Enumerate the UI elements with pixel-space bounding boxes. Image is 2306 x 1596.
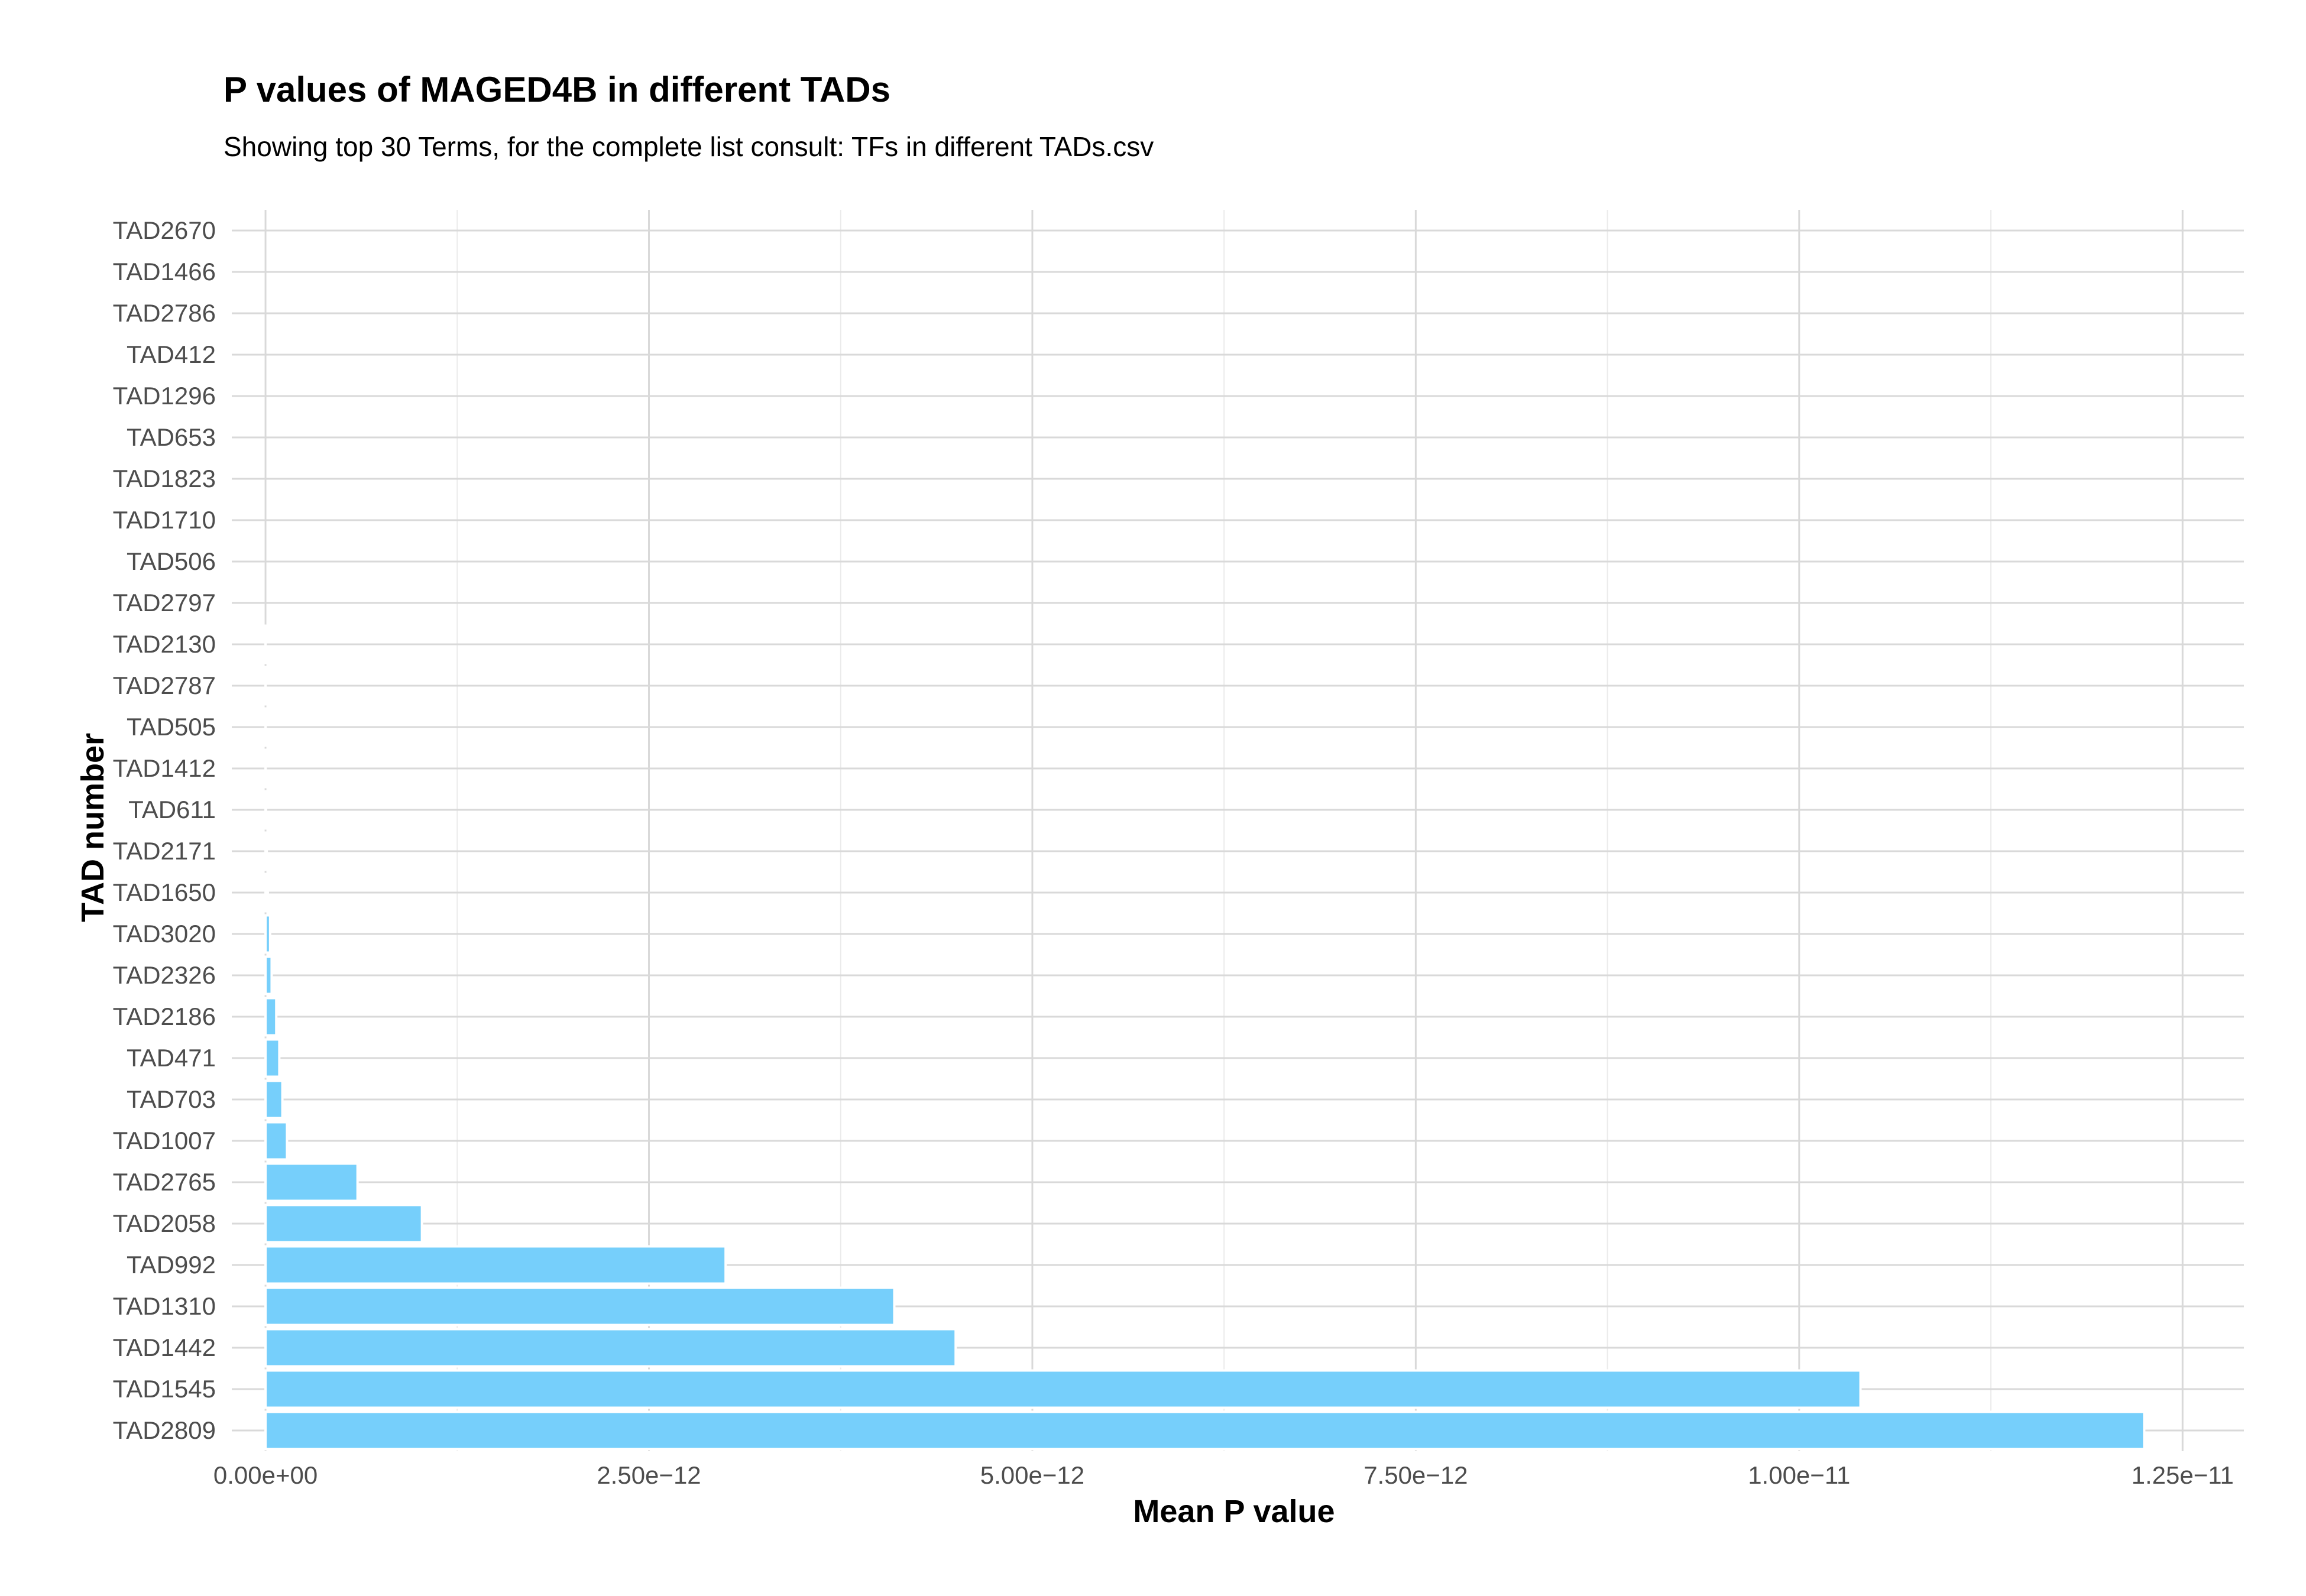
y-tick-label: TAD471 (127, 1044, 216, 1072)
y-tick-label: TAD2326 (113, 961, 216, 989)
bars (264, 624, 2146, 1451)
y-tick-label: TAD2058 (113, 1209, 216, 1237)
grid (232, 210, 2244, 1451)
y-tick-label: TAD1442 (113, 1334, 216, 1361)
y-tick-label: TAD1545 (113, 1375, 216, 1403)
bar-tad703 (264, 1079, 284, 1120)
x-tick-label: 7.50e−12 (1363, 1461, 1468, 1489)
x-tick-label: 0.00e+00 (213, 1461, 318, 1489)
y-tick-label: TAD506 (127, 547, 216, 575)
x-axis-ticks: 0.00e+00 2.50e−12 5.00e−12 7.50e−12 1.00e−11… (213, 1461, 2234, 1489)
y-tick-label: TAD2130 (113, 630, 216, 658)
y-tick-label: TAD3020 (113, 920, 216, 948)
bar-tad992 (264, 1245, 727, 1285)
bar-tad471 (264, 1038, 281, 1078)
y-tick-label: TAD2670 (113, 216, 216, 244)
bar-tad2186 (264, 997, 278, 1037)
y-tick-label: TAD2787 (113, 672, 216, 699)
y-tick-label: TAD1466 (113, 258, 216, 286)
bar-tad1545 (264, 1369, 1862, 1409)
x-axis-title: Mean P value (1133, 1494, 1335, 1529)
y-tick-label: TAD412 (127, 340, 216, 368)
x-tick-label: 1.00e−11 (1748, 1461, 1850, 1489)
y-tick-label: TAD2765 (113, 1168, 216, 1196)
bar-tad2171 (264, 831, 268, 871)
y-tick-label: TAD2186 (113, 1003, 216, 1030)
y-tick-label: TAD1412 (113, 754, 216, 782)
y-tick-label: TAD1310 (113, 1292, 216, 1320)
bar-tad1007 (264, 1121, 289, 1161)
y-tick-label: TAD2809 (113, 1416, 216, 1444)
y-tick-label: TAD611 (128, 796, 216, 823)
y-tick-label: TAD1007 (113, 1127, 216, 1154)
bar-tad2326 (264, 955, 273, 995)
bar-tad1310 (264, 1286, 896, 1326)
y-tick-label: TAD703 (127, 1085, 216, 1113)
y-tick-label: TAD2797 (113, 589, 216, 617)
y-axis-title: TAD number (75, 733, 111, 922)
y-axis-ticks: TAD2670 TAD1466 TAD2786 TAD412 TAD1296 TAD653… (113, 216, 216, 1444)
y-tick-label: TAD1710 (113, 506, 216, 534)
bar-tad2058 (264, 1204, 423, 1244)
y-tick-label: TAD2786 (113, 299, 216, 327)
bar-tad1442 (264, 1328, 957, 1368)
chart-subtitle: Showing top 30 Terms, for the complete l… (224, 131, 1154, 162)
bar-tad1650 (264, 872, 269, 913)
y-tick-label: TAD1650 (113, 878, 216, 906)
y-tick-label: TAD653 (127, 423, 216, 451)
x-tick-label: 5.00e−12 (980, 1461, 1084, 1489)
bar-tad2809 (264, 1410, 2146, 1451)
bar-tad611 (264, 790, 267, 830)
y-tick-label: TAD1823 (113, 465, 216, 492)
bar-tad3020 (264, 914, 271, 954)
x-tick-label: 2.50e−12 (597, 1461, 701, 1489)
y-tick-label: TAD2171 (113, 837, 216, 865)
y-tick-label: TAD1296 (113, 382, 216, 410)
y-tick-label: TAD992 (127, 1251, 216, 1279)
bar-tad2765 (264, 1162, 359, 1202)
chart-title: P values of MAGED4B in different TADs (224, 70, 890, 109)
y-tick-label: TAD505 (127, 713, 216, 741)
x-tick-label: 1.25e−11 (2132, 1461, 2234, 1489)
